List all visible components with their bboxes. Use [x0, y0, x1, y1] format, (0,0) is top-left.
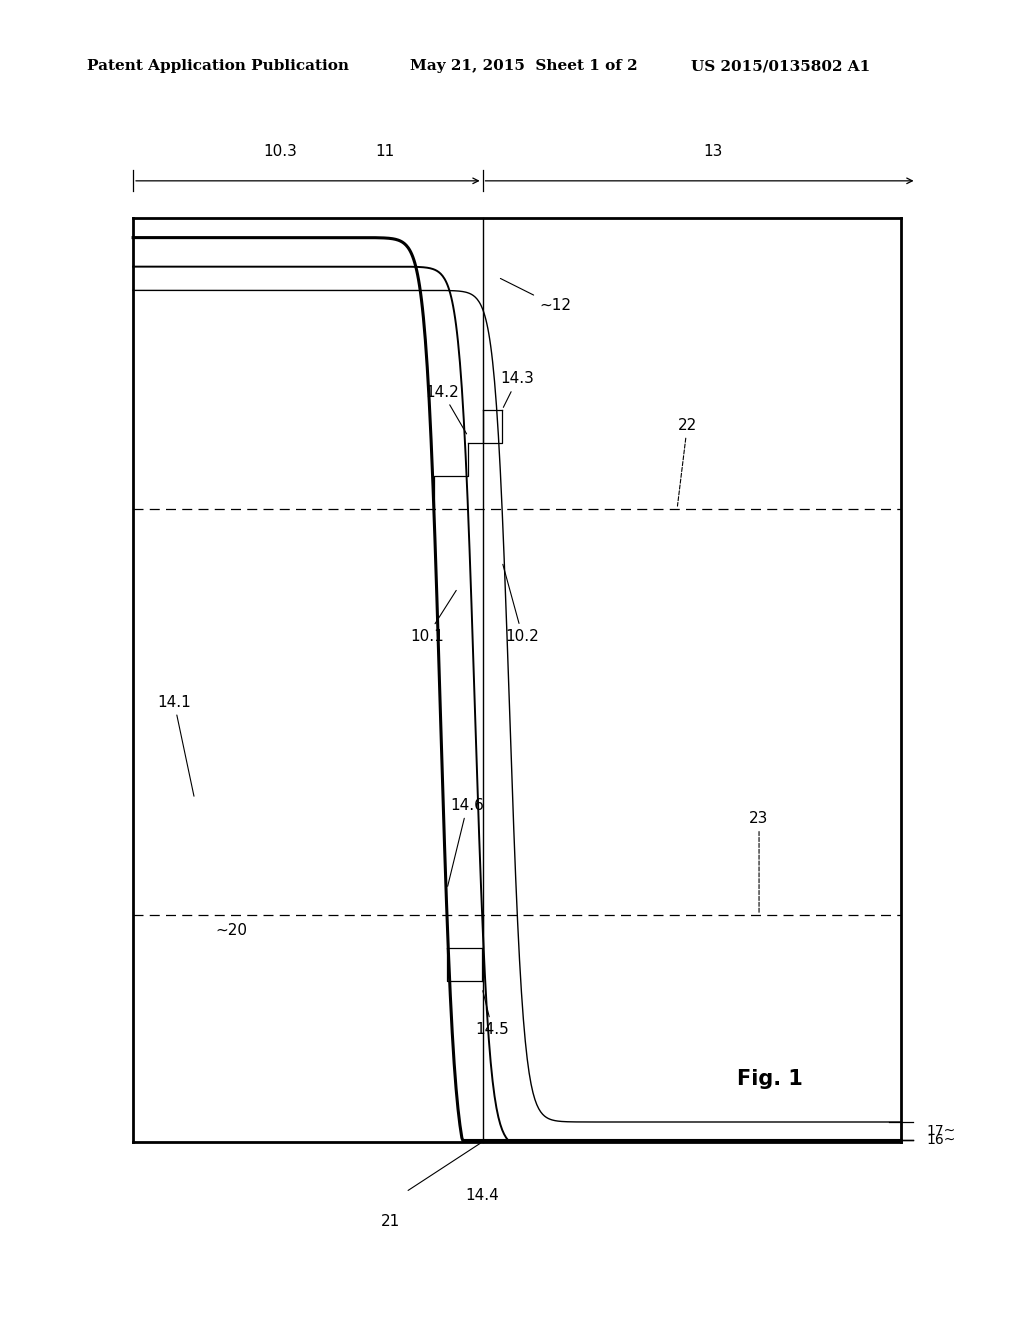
Text: 23: 23 — [750, 810, 769, 912]
Text: 16~: 16~ — [927, 1134, 956, 1147]
Text: 17~: 17~ — [927, 1125, 956, 1138]
Text: 10.2: 10.2 — [503, 565, 540, 644]
Text: 14.6: 14.6 — [447, 797, 484, 886]
Text: 14.5: 14.5 — [475, 991, 509, 1038]
Text: 10.1: 10.1 — [411, 590, 457, 644]
Text: Fig. 1: Fig. 1 — [737, 1069, 803, 1089]
Text: 14.3: 14.3 — [501, 371, 535, 408]
Text: ~20: ~20 — [215, 924, 247, 939]
Text: 10.3: 10.3 — [263, 144, 297, 160]
Text: 21: 21 — [381, 1214, 400, 1229]
Text: May 21, 2015  Sheet 1 of 2: May 21, 2015 Sheet 1 of 2 — [410, 59, 637, 74]
Text: 14.4: 14.4 — [466, 1188, 500, 1203]
Text: Patent Application Publication: Patent Application Publication — [87, 59, 349, 74]
Text: 14.2: 14.2 — [426, 384, 467, 434]
Text: US 2015/0135802 A1: US 2015/0135802 A1 — [691, 59, 870, 74]
Text: 22: 22 — [678, 417, 697, 506]
Text: 13: 13 — [703, 144, 723, 160]
Text: 14.1: 14.1 — [158, 694, 194, 796]
Text: 11: 11 — [375, 144, 394, 160]
Text: ~12: ~12 — [501, 279, 571, 313]
